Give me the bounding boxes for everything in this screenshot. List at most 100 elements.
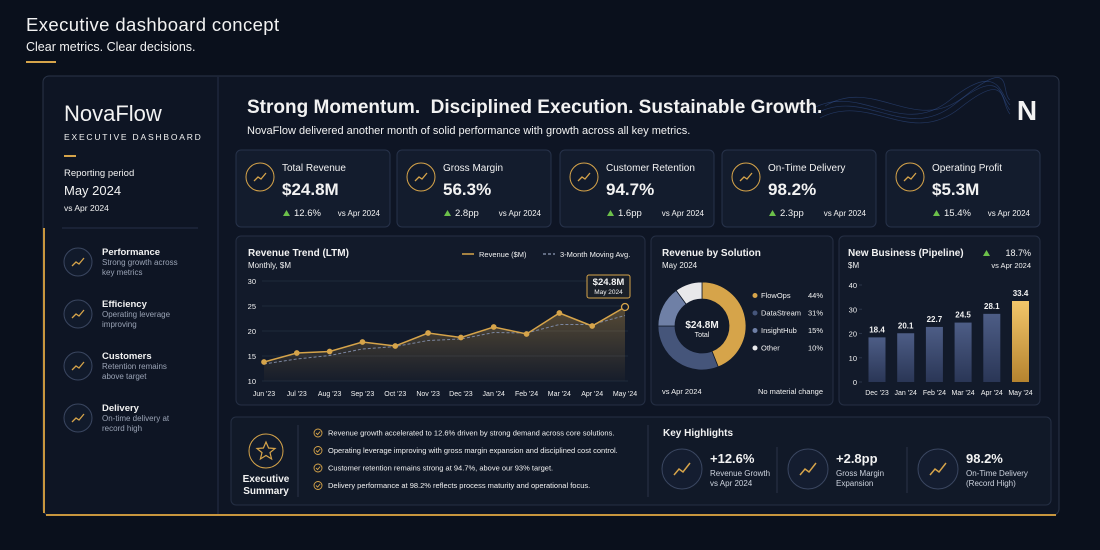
nav-title: Delivery bbox=[102, 403, 140, 414]
icon-glyph bbox=[414, 172, 428, 182]
up-arrow bbox=[444, 210, 451, 216]
icon-glyph bbox=[799, 462, 817, 476]
revenue-point bbox=[392, 343, 399, 349]
legend-label: Other bbox=[761, 344, 780, 353]
revenue-line bbox=[263, 306, 626, 363]
chart-title: New Business (Pipeline) bbox=[848, 248, 964, 259]
nav-title: Customers bbox=[102, 351, 152, 362]
revenue-point bbox=[293, 350, 300, 356]
kpi-card bbox=[235, 149, 391, 228]
check-icon bbox=[313, 463, 323, 473]
brand: NovaFlow bbox=[64, 101, 162, 126]
check-icon bbox=[313, 481, 323, 490]
page-title: Executive dashboard concept bbox=[26, 14, 280, 35]
hero-summary: NovaFlow delivered another month of soli… bbox=[247, 125, 690, 137]
chart-subtitle: May 2024 bbox=[662, 261, 698, 270]
check-glyph bbox=[315, 466, 321, 471]
legend-value: 15% bbox=[808, 326, 823, 335]
highlight-icon bbox=[661, 448, 703, 490]
nav-description: Operating leverage improving bbox=[102, 310, 171, 329]
up-arrow bbox=[983, 250, 990, 256]
bar bbox=[1012, 301, 1029, 382]
chart-subtitle: $M bbox=[848, 261, 859, 270]
icon-glyph bbox=[71, 257, 85, 267]
legend-label: InsightHub bbox=[761, 326, 797, 335]
moving-average-line bbox=[263, 315, 626, 365]
legend-value: 10% bbox=[808, 344, 823, 353]
y-tick-label: 10 bbox=[849, 354, 857, 363]
tagline: EXECUTIVE DASHBOARD bbox=[64, 132, 203, 142]
nav-description: Strong growth across key metrics bbox=[102, 258, 178, 277]
nav-description: On-time delivery at record high bbox=[102, 414, 170, 433]
x-tick-label: Jun '23 bbox=[253, 391, 275, 398]
kpi-label: Gross Margin bbox=[443, 163, 503, 174]
legend-value: 31% bbox=[808, 309, 823, 318]
y-tick-label: 30 bbox=[849, 305, 857, 314]
check-icon bbox=[313, 446, 323, 455]
period-compare: vs Apr 2024 bbox=[64, 203, 109, 213]
bar-value: 24.5 bbox=[955, 311, 971, 320]
pipeline-compare: vs Apr 2024 bbox=[991, 261, 1031, 270]
legend-dot bbox=[752, 293, 758, 298]
y-tick-label: 30 bbox=[248, 277, 256, 286]
bar bbox=[925, 326, 943, 382]
kpi-change: 1.6pp bbox=[618, 208, 642, 219]
icon-glyph bbox=[673, 462, 691, 476]
donut-slice bbox=[675, 281, 703, 305]
pipeline-change: 18.7% bbox=[1005, 248, 1031, 258]
y-tick-label: 25 bbox=[248, 302, 256, 311]
highlight-label: Revenue Growth vs Apr 2024 bbox=[710, 469, 771, 488]
y-tick-label: 10 bbox=[248, 377, 256, 386]
y-tick-label: 0 bbox=[853, 378, 857, 387]
check-glyph bbox=[315, 448, 321, 453]
icon-ring bbox=[63, 299, 93, 329]
donut-slice bbox=[701, 281, 747, 368]
chart-title: Revenue by Solution bbox=[662, 248, 761, 259]
revenue-point bbox=[589, 323, 596, 329]
kpi-compare: vs Apr 2024 bbox=[988, 209, 1031, 218]
icon-ring bbox=[63, 351, 93, 381]
icon-glyph bbox=[739, 172, 753, 182]
x-tick-label: Oct '23 bbox=[384, 391, 406, 398]
up-arrow bbox=[769, 210, 776, 216]
icon-ring bbox=[245, 162, 275, 192]
legend-dot bbox=[752, 310, 758, 316]
legend-label: 3-Month Moving Avg. bbox=[560, 250, 630, 259]
y-tick-label: 40 bbox=[849, 281, 857, 290]
summary-point: Delivery performance at 98.2% reflects p… bbox=[328, 481, 590, 490]
page-subtitle: Clear metrics. Clear decisions. bbox=[26, 40, 196, 54]
bar bbox=[868, 337, 886, 382]
donut-center-value: $24.8M bbox=[685, 320, 718, 331]
period: May 2024 bbox=[64, 183, 121, 198]
kpi-card bbox=[396, 149, 552, 228]
kpi-change: 2.8pp bbox=[455, 208, 479, 219]
kpi-value: 56.3% bbox=[443, 180, 491, 199]
revenue-point bbox=[490, 324, 497, 330]
highlight-label: Gross Margin Expansion bbox=[836, 469, 885, 488]
chart-title: Revenue Trend (LTM) bbox=[248, 248, 349, 259]
summary-point: Customer retention remains strong at 94.… bbox=[328, 464, 553, 473]
annotation-box bbox=[586, 274, 631, 299]
bar bbox=[983, 313, 1001, 382]
summary-icon bbox=[248, 433, 284, 469]
icon-ring bbox=[569, 162, 599, 192]
up-arrow bbox=[933, 210, 940, 216]
bar bbox=[897, 333, 915, 382]
chart-footer: No material change bbox=[758, 387, 823, 396]
kpi-compare: vs Apr 2024 bbox=[338, 209, 381, 218]
check-glyph bbox=[315, 431, 321, 436]
up-arrow bbox=[607, 210, 614, 216]
summary-panel bbox=[230, 416, 1052, 506]
highlight-icon bbox=[787, 448, 829, 490]
highlight-label: On-Time Delivery (Record High) bbox=[966, 469, 1028, 488]
donut-hole bbox=[675, 299, 729, 353]
x-tick-label: Jan '24 bbox=[483, 391, 505, 398]
highlight-value: +2.8pp bbox=[836, 451, 878, 466]
area-fill bbox=[264, 307, 625, 381]
star-glyph bbox=[255, 440, 277, 461]
annotation-label: May 2024 bbox=[594, 289, 623, 296]
y-tick-label: 15 bbox=[248, 352, 256, 361]
kpi-value: 98.2% bbox=[768, 180, 816, 199]
revenue-point bbox=[523, 331, 530, 337]
